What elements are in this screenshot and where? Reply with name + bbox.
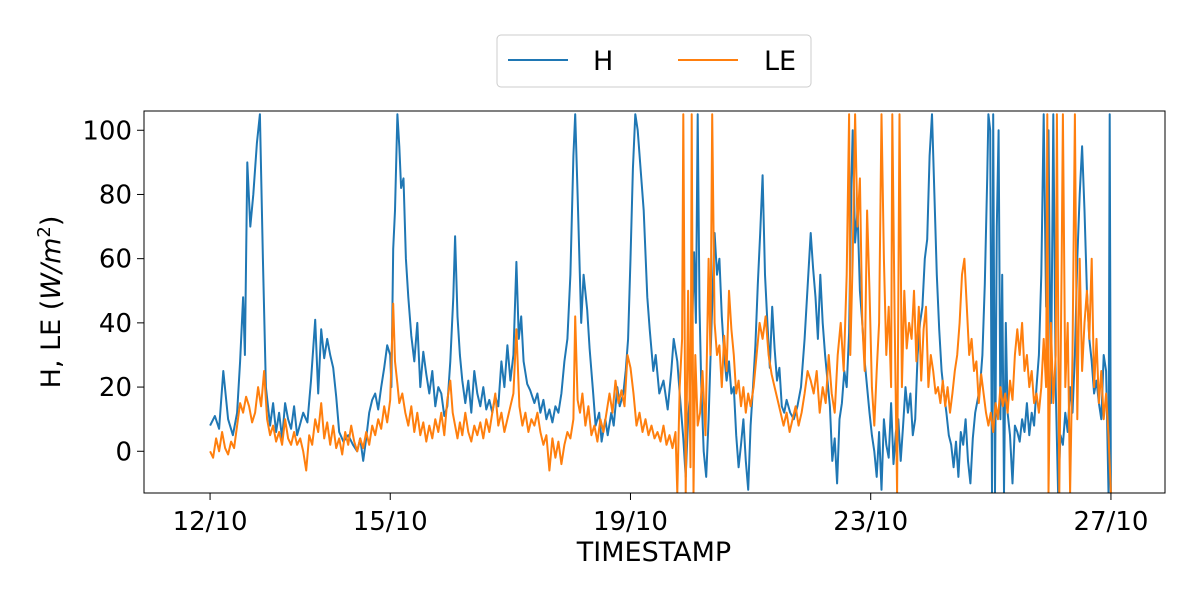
y-tick-label: 80 (99, 180, 132, 210)
y-tick-label: 0 (115, 437, 132, 467)
x-tick-label: 27/10 (1073, 507, 1148, 537)
x-tick-label: 15/10 (353, 507, 428, 537)
y-axis: 0 20 40 60 80 100 (82, 116, 144, 467)
x-axis-label: TIMESTAMP (576, 537, 731, 568)
x-tick-label: 12/10 (173, 507, 248, 537)
series-line-le (209, 113, 1112, 493)
x-axis: 12/10 15/10 19/10 23/10 27/10 (173, 493, 1148, 537)
y-tick-label: 20 (99, 373, 132, 403)
y-tick-label: 40 (99, 309, 132, 339)
x-tick-label: 19/10 (593, 507, 668, 537)
legend-label-h: H (593, 46, 613, 77)
legend: H LE (496, 34, 812, 88)
y-tick-label: 60 (99, 245, 132, 275)
y-axis-label: H, LE (W/m2) (34, 216, 67, 389)
y-tick-label: 100 (82, 116, 132, 146)
series-layer (209, 113, 1112, 493)
x-tick-label: 23/10 (833, 507, 908, 537)
legend-frame (496, 34, 812, 88)
plot-frame (143, 110, 1166, 494)
legend-label-le: LE (764, 46, 796, 77)
